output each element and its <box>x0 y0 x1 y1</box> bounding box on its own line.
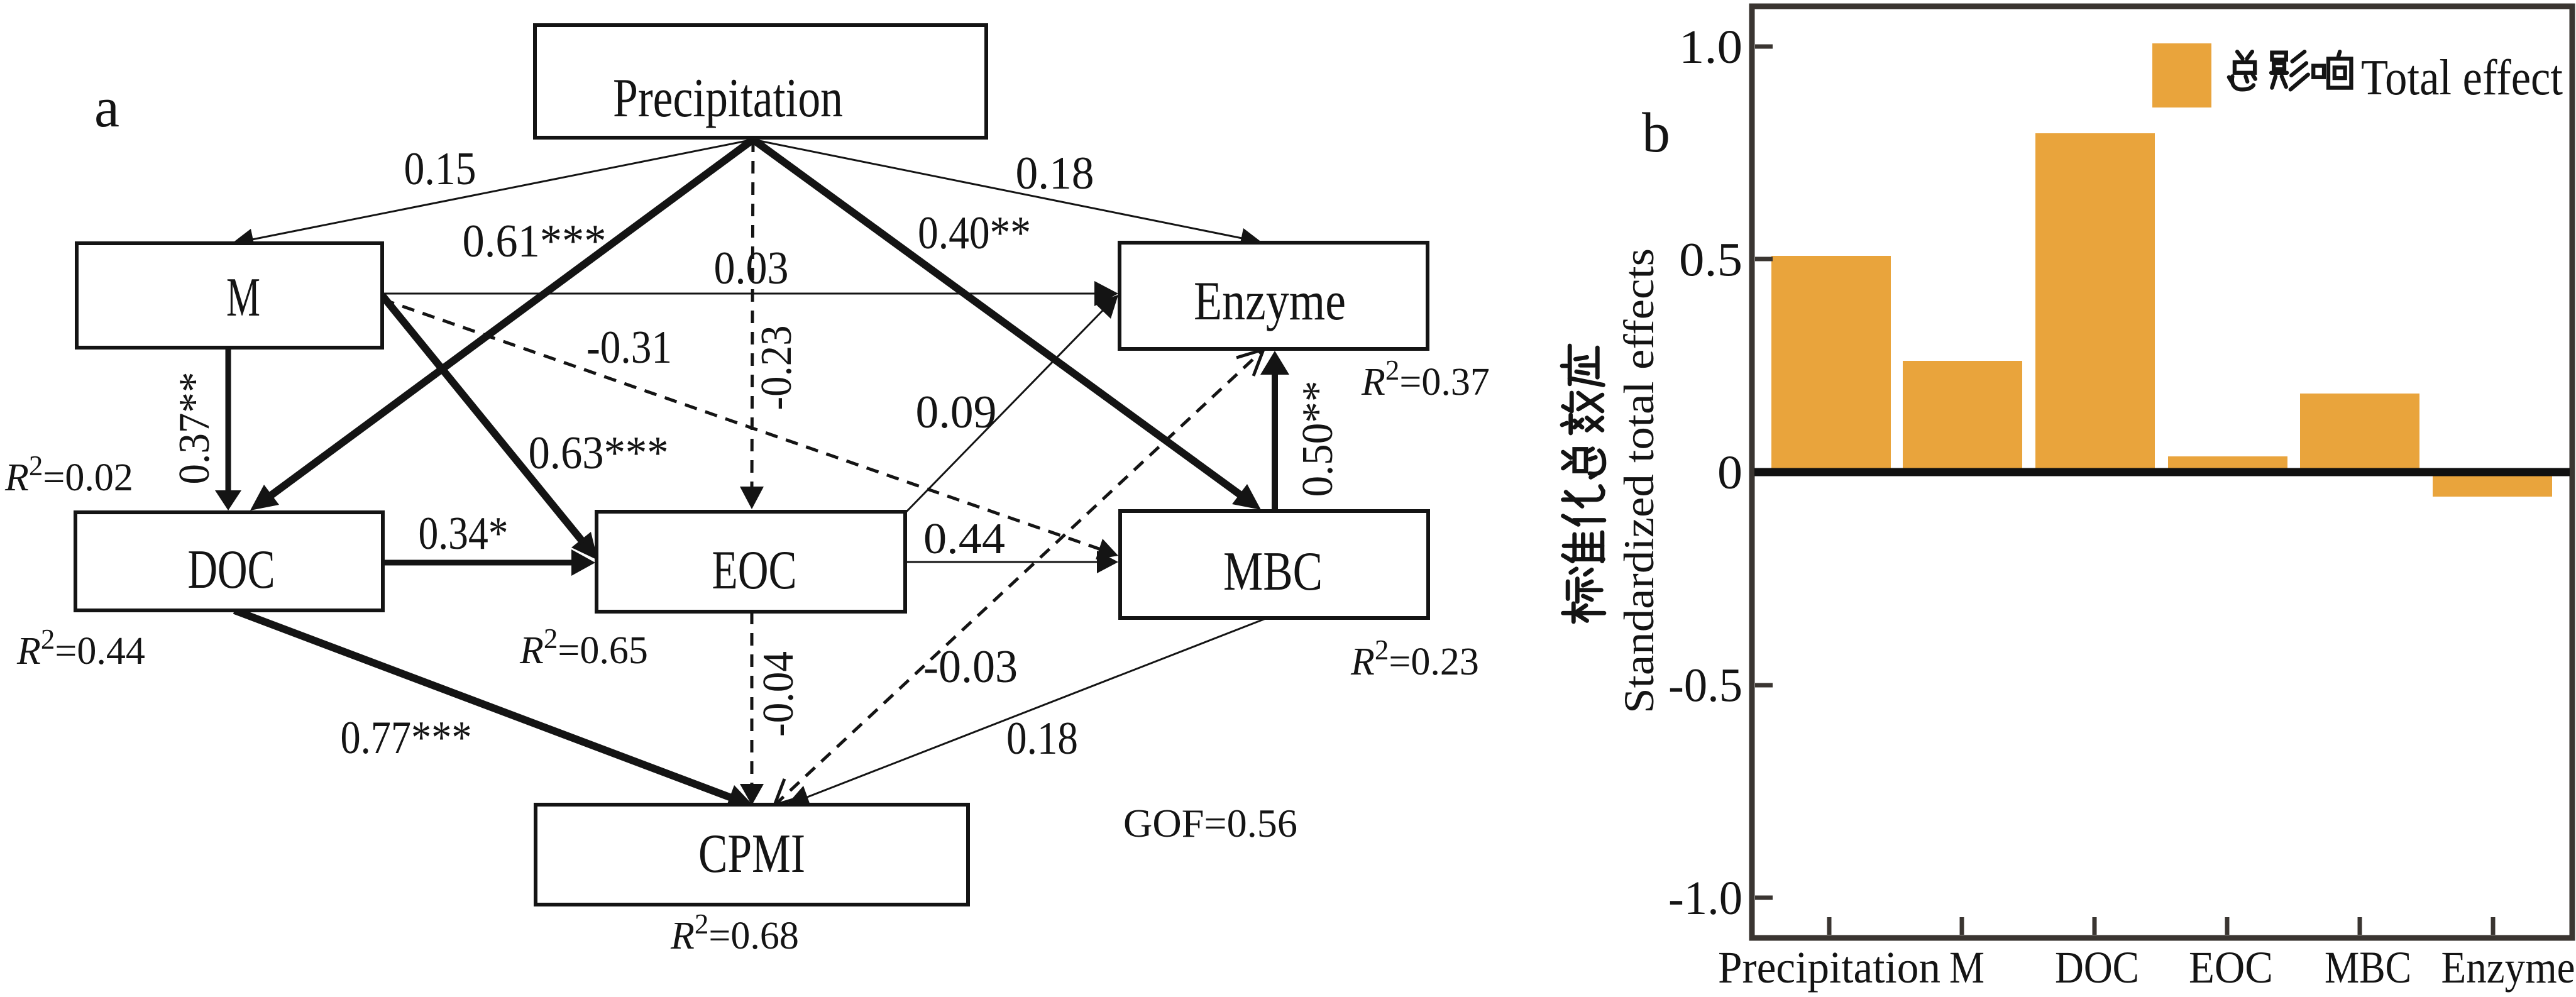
svg-text:EOC: EOC <box>712 540 797 601</box>
svg-text:0.34*: 0.34* <box>419 508 509 559</box>
svg-text:a: a <box>94 77 119 139</box>
svg-text:Standardized total effects: Standardized total effects <box>1615 248 1663 713</box>
svg-text:R2=0.44: R2=0.44 <box>16 624 145 673</box>
svg-text:0.77***: 0.77*** <box>341 712 472 764</box>
svg-text:0.63***: 0.63*** <box>529 427 669 479</box>
svg-text:Precipitation: Precipitation <box>613 68 843 129</box>
svg-text:0.40**: 0.40** <box>918 207 1031 259</box>
svg-text:MBC: MBC <box>2325 942 2411 993</box>
svg-text:0.15: 0.15 <box>404 143 476 195</box>
svg-text:-0.31: -0.31 <box>586 322 672 373</box>
svg-text:R2=0.68: R2=0.68 <box>670 908 799 957</box>
svg-text:0.09: 0.09 <box>916 387 997 438</box>
svg-text:Enzyme: Enzyme <box>2441 942 2575 993</box>
svg-text:0.18: 0.18 <box>1016 148 1094 199</box>
svg-text:Precipitation: Precipitation <box>1718 942 1940 993</box>
svg-text:R2=0.23: R2=0.23 <box>1350 634 1479 683</box>
svg-text:-1.0: -1.0 <box>1668 872 1742 925</box>
svg-text:DOC: DOC <box>2055 942 2139 993</box>
svg-text:EOC: EOC <box>2189 942 2273 993</box>
svg-text:0.5: 0.5 <box>1679 234 1742 287</box>
svg-text:M: M <box>226 267 260 328</box>
svg-text:CPMI: CPMI <box>698 823 805 884</box>
svg-text:M: M <box>1949 942 1984 993</box>
svg-text:0.37**: 0.37** <box>170 372 219 485</box>
svg-text:-0.5: -0.5 <box>1668 659 1742 712</box>
svg-text:-0.03: -0.03 <box>923 641 1018 693</box>
svg-text:DOC: DOC <box>188 539 275 600</box>
svg-text:Total effect: Total effect <box>2361 50 2563 106</box>
svg-text:0.44: 0.44 <box>923 515 1005 563</box>
svg-text:-0.23: -0.23 <box>752 326 801 410</box>
svg-text:R2=0.02: R2=0.02 <box>4 450 133 499</box>
svg-text:0.18: 0.18 <box>1006 713 1078 764</box>
svg-text:GOF=0.56: GOF=0.56 <box>1123 801 1297 846</box>
svg-text:R2=0.37: R2=0.37 <box>1361 355 1490 404</box>
svg-text:b: b <box>1642 102 1670 164</box>
svg-text:0: 0 <box>1717 446 1742 499</box>
svg-text:R2=0.65: R2=0.65 <box>519 623 648 672</box>
svg-text:0.61***: 0.61*** <box>463 216 607 267</box>
svg-text:-0.04: -0.04 <box>754 651 803 737</box>
svg-text:MBC: MBC <box>1223 541 1323 602</box>
svg-text:Enzyme: Enzyme <box>1194 271 1346 332</box>
svg-text:1.0: 1.0 <box>1679 21 1742 74</box>
svg-text:0.50**: 0.50** <box>1294 381 1342 497</box>
svg-text:0.03: 0.03 <box>714 243 789 294</box>
